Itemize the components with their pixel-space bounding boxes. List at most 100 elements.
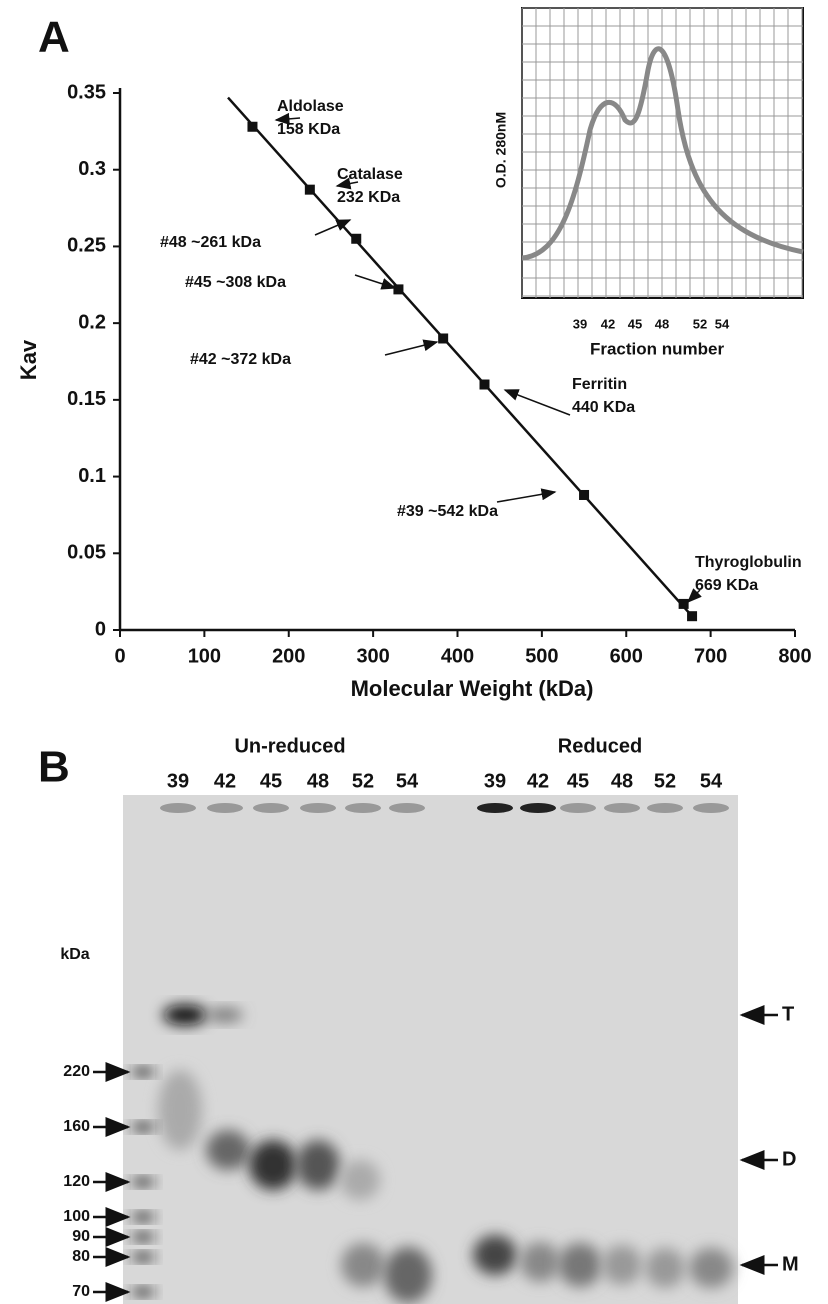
- band: [384, 1247, 432, 1303]
- annotation: Aldolase: [277, 98, 344, 115]
- well: [647, 803, 683, 813]
- well: [477, 803, 513, 813]
- band: [206, 1130, 250, 1170]
- fit-line: [227, 96, 693, 618]
- well: [520, 803, 556, 813]
- point: [351, 233, 362, 244]
- point: [247, 121, 258, 132]
- marker-label: 100: [63, 1208, 90, 1225]
- well: [560, 803, 596, 813]
- group-label: Reduced: [558, 735, 642, 757]
- inset-tick-label: 52: [693, 316, 707, 331]
- x-tick-label: 800: [778, 645, 811, 667]
- well: [300, 803, 336, 813]
- annotation-arrow: [314, 219, 352, 236]
- marker-label: 70: [72, 1283, 90, 1300]
- point: [678, 598, 689, 609]
- point: [579, 489, 590, 500]
- x-tick-label: 100: [188, 645, 221, 667]
- lane-label: 48: [611, 770, 633, 792]
- band: [520, 1242, 560, 1282]
- lane-label: 52: [352, 770, 374, 792]
- band: [602, 1245, 642, 1285]
- marker-label: 220: [63, 1063, 90, 1080]
- band: [645, 1248, 685, 1288]
- inset-tick-label: 54: [715, 316, 730, 331]
- marker-label: 90: [72, 1228, 90, 1245]
- marker-label: 120: [63, 1173, 90, 1190]
- lane-label: 54: [396, 770, 419, 792]
- inset-tick-label: 39: [573, 316, 587, 331]
- lane-label: 45: [567, 770, 589, 792]
- x-tick-label: 600: [610, 645, 643, 667]
- well: [160, 803, 196, 813]
- y-tick-label: 0.25: [67, 235, 106, 257]
- band: [158, 1070, 202, 1150]
- y-tick-label: 0.35: [67, 81, 106, 103]
- lane-label: 45: [260, 770, 282, 792]
- well: [604, 803, 640, 813]
- band-label: D: [782, 1148, 796, 1170]
- y-tick-label: 0: [95, 618, 106, 640]
- inset-y-label: O.D. 280nM: [493, 112, 509, 188]
- band: [296, 1140, 340, 1190]
- band: [689, 1248, 733, 1288]
- ladder-band: [133, 1178, 153, 1186]
- annotation: Ferritin: [572, 376, 627, 393]
- annotation: Catalase: [337, 166, 403, 183]
- band: [163, 1005, 207, 1025]
- annotation: #45 ~308 kDa: [185, 274, 286, 291]
- inset-curve: [521, 46, 804, 261]
- group-label: Un-reduced: [234, 735, 345, 757]
- inset: Fraction number O.D. 280nM: [493, 7, 804, 358]
- x-tick-label: 200: [272, 645, 305, 667]
- band: [341, 1243, 385, 1287]
- annotation: 158 KDa: [277, 121, 340, 138]
- lane-label: 54: [700, 770, 723, 792]
- well: [253, 803, 289, 813]
- annotation: 440 KDa: [572, 399, 635, 416]
- annotation-arrow: [496, 488, 557, 503]
- band-label: M: [782, 1253, 799, 1275]
- annotation-arrow: [335, 177, 359, 190]
- panel-label: A: [38, 13, 70, 62]
- band: [249, 1140, 297, 1190]
- x-tick-label: 400: [441, 645, 474, 667]
- point: [687, 611, 698, 622]
- marker-label: 80: [72, 1248, 90, 1265]
- lane-label: 48: [307, 770, 329, 792]
- unit-label: kDa: [60, 946, 89, 963]
- annotation: #39 ~542 kDa: [397, 503, 498, 520]
- ladder-band: [133, 1288, 153, 1296]
- lane-label: 42: [527, 770, 549, 792]
- annotation-arrow: [503, 389, 571, 416]
- ladder-band: [133, 1253, 153, 1261]
- x-tick-label: 700: [694, 645, 727, 667]
- inset-grid: [521, 7, 803, 298]
- lane-label: 39: [484, 770, 506, 792]
- lane-label: 52: [654, 770, 676, 792]
- well: [207, 803, 243, 813]
- band: [340, 1160, 380, 1200]
- point: [479, 379, 490, 390]
- band: [558, 1243, 602, 1287]
- ladder-band: [133, 1233, 153, 1241]
- well: [693, 803, 729, 813]
- band: [207, 1008, 243, 1022]
- y-tick-label: 0.2: [78, 311, 106, 333]
- inset-x-label: Fraction number: [590, 339, 725, 358]
- marker-label: 160: [63, 1118, 90, 1135]
- ladder-band: [133, 1123, 153, 1131]
- band-label: T: [782, 1003, 794, 1025]
- x-tick-label: 0: [114, 645, 125, 667]
- inset-tick-label: 42: [601, 316, 615, 331]
- band: [473, 1235, 517, 1275]
- lane-label: 42: [214, 770, 236, 792]
- annotation-arrow: [274, 112, 301, 125]
- annotation: Thyroglobulin: [695, 554, 802, 571]
- annotation: #42 ~372 kDa: [190, 351, 291, 368]
- y-tick-label: 0.05: [67, 542, 106, 564]
- ladder-band: [133, 1068, 153, 1076]
- well: [389, 803, 425, 813]
